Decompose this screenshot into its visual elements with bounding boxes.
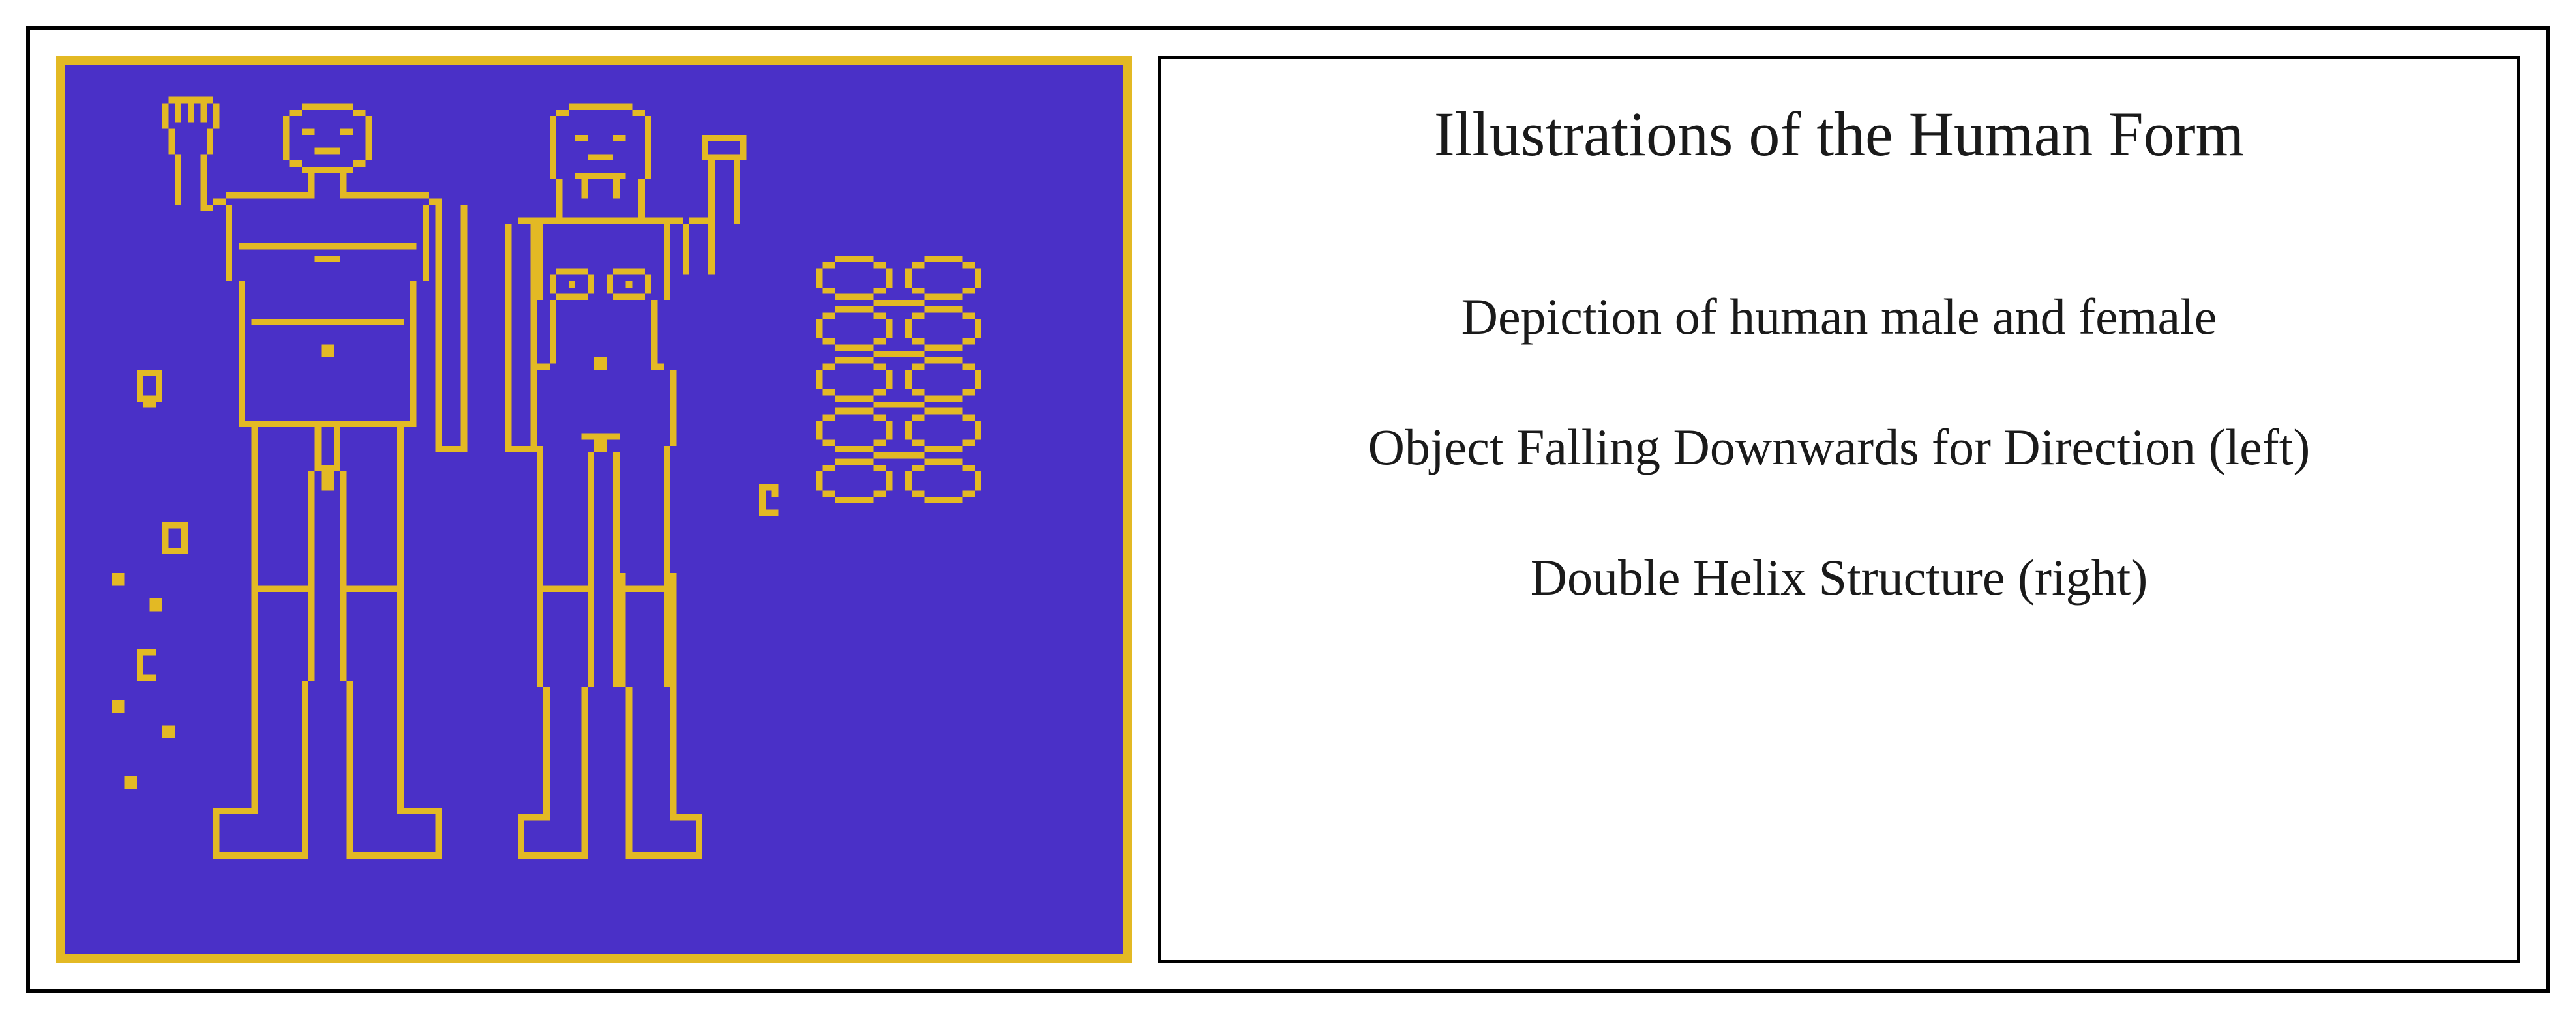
illustration-panel — [56, 56, 1132, 963]
description-line-3: Double Helix Structure (right) — [1531, 548, 2148, 607]
description-line-1: Depiction of human male and female — [1461, 288, 2217, 346]
description-panel: Illustrations of the Human Form Depictio… — [1158, 56, 2520, 963]
panel-title: Illustrations of the Human Form — [1434, 98, 2245, 170]
description-line-2: Object Falling Downwards for Direction (… — [1368, 418, 2311, 477]
human-form-pixel-art — [65, 65, 1123, 954]
figure-container: Illustrations of the Human Form Depictio… — [26, 26, 2550, 993]
